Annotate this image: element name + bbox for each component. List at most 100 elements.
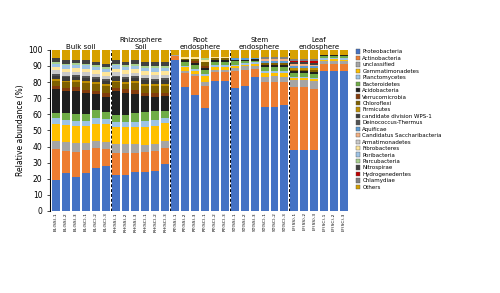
- Bar: [260, 71, 268, 73]
- Bar: [191, 71, 199, 74]
- Bar: [280, 63, 288, 65]
- Bar: [122, 144, 130, 153]
- Bar: [102, 112, 110, 119]
- Bar: [52, 76, 60, 79]
- Bar: [280, 57, 288, 59]
- Bar: [201, 60, 209, 62]
- Bar: [310, 150, 318, 211]
- Bar: [72, 69, 80, 72]
- Bar: [92, 67, 100, 70]
- Bar: [221, 58, 229, 60]
- Bar: [280, 71, 288, 73]
- Bar: [320, 58, 328, 59]
- Bar: [221, 81, 229, 211]
- Bar: [270, 57, 278, 59]
- Bar: [102, 124, 110, 142]
- Bar: [201, 58, 209, 60]
- Bar: [250, 62, 258, 64]
- Bar: [300, 61, 308, 62]
- Bar: [62, 50, 70, 60]
- Bar: [142, 86, 150, 93]
- Bar: [72, 77, 80, 80]
- Bar: [52, 79, 60, 81]
- Bar: [112, 144, 120, 153]
- Bar: [52, 58, 60, 62]
- Bar: [102, 76, 110, 79]
- Bar: [280, 61, 288, 63]
- Bar: [152, 111, 160, 120]
- Bar: [260, 57, 268, 59]
- Bar: [211, 60, 219, 62]
- Bar: [221, 72, 229, 81]
- Bar: [280, 77, 288, 82]
- Bar: [201, 86, 209, 108]
- Bar: [240, 65, 248, 66]
- Bar: [112, 50, 120, 60]
- Bar: [290, 77, 298, 79]
- Bar: [162, 141, 169, 148]
- Bar: [92, 148, 100, 168]
- Bar: [320, 61, 328, 64]
- Bar: [112, 122, 120, 127]
- Bar: [340, 71, 348, 211]
- Bar: [330, 61, 338, 64]
- Bar: [231, 61, 238, 65]
- Bar: [62, 88, 70, 91]
- Bar: [260, 59, 268, 61]
- Bar: [221, 62, 229, 65]
- Bar: [102, 67, 110, 69]
- Bar: [82, 121, 90, 126]
- Bar: [132, 69, 140, 73]
- Bar: [330, 59, 338, 61]
- Bar: [211, 62, 219, 65]
- Bar: [300, 68, 308, 69]
- Bar: [142, 50, 150, 62]
- Bar: [82, 72, 90, 76]
- Bar: [201, 66, 209, 68]
- Bar: [72, 65, 80, 69]
- Bar: [250, 64, 258, 66]
- Bar: [112, 76, 120, 77]
- Bar: [112, 60, 120, 64]
- Bar: [300, 79, 308, 80]
- Bar: [152, 71, 160, 75]
- Bar: [132, 78, 140, 81]
- Bar: [52, 118, 60, 124]
- Bar: [260, 63, 268, 65]
- Bar: [152, 144, 160, 151]
- Bar: [231, 65, 238, 66]
- Bar: [152, 171, 160, 211]
- Bar: [82, 69, 90, 72]
- Bar: [152, 126, 160, 144]
- Bar: [340, 59, 348, 61]
- Bar: [82, 50, 90, 60]
- Bar: [260, 61, 268, 63]
- Bar: [72, 126, 80, 143]
- Bar: [92, 50, 100, 62]
- Bar: [310, 72, 318, 74]
- Bar: [82, 83, 90, 90]
- Bar: [122, 79, 130, 82]
- Bar: [240, 61, 248, 63]
- Bar: [221, 57, 229, 58]
- Bar: [231, 68, 238, 71]
- Bar: [52, 64, 60, 67]
- Bar: [62, 76, 70, 77]
- Bar: [62, 151, 70, 173]
- Bar: [260, 77, 268, 82]
- Bar: [52, 113, 60, 118]
- Bar: [310, 59, 318, 61]
- Bar: [132, 144, 140, 153]
- Bar: [122, 65, 130, 67]
- Bar: [92, 77, 100, 79]
- Bar: [82, 65, 90, 69]
- Bar: [310, 61, 318, 63]
- Bar: [290, 66, 298, 68]
- Bar: [72, 60, 80, 63]
- Bar: [310, 67, 318, 68]
- Bar: [62, 113, 70, 120]
- Bar: [62, 82, 70, 88]
- Bar: [231, 50, 238, 58]
- Bar: [152, 86, 160, 93]
- Bar: [320, 71, 328, 211]
